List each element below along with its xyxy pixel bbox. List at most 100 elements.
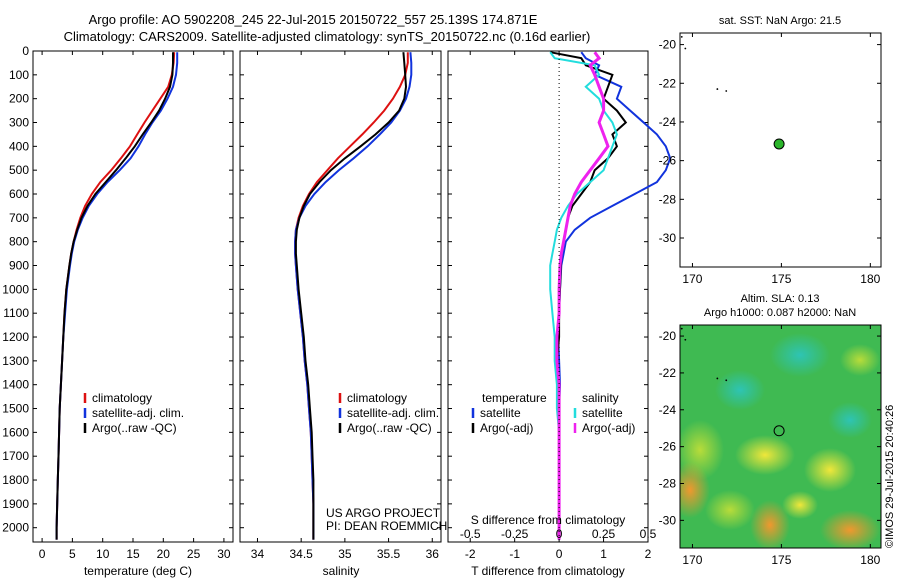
figure-title-line1: Argo profile: AO 5902208_245 22-Jul-2015… — [88, 12, 538, 27]
sla-map-title2: Argo h1000: 0.087 h2000: NaN — [704, 307, 856, 319]
depth-tick-label: 1300 — [2, 354, 29, 368]
depth-tick-label: 900 — [9, 259, 29, 273]
salinity-profile-chart: 34 34.5 35 35.5 36 climatologysatellite-adj. … — [240, 50, 441, 561]
island-speck — [680, 327, 683, 330]
x-tick-label: 34 — [251, 547, 265, 561]
s-tick-label: 0.5 — [640, 527, 657, 541]
imos-credit: ©IMOS 29-Jul-2015 20:40:26 — [884, 405, 896, 548]
map-x-tick-label: 170 — [682, 272, 702, 286]
x-tick-label: 35.5 — [377, 547, 401, 561]
x-tick-label: 10 — [96, 547, 110, 561]
map-y-tick-label: -26 — [659, 154, 677, 168]
s-difference-label: S difference from climatology — [471, 513, 626, 527]
float-position-marker — [773, 425, 785, 437]
temperature-xlabel: temperature (deg C) — [84, 564, 192, 578]
legend-label: satellite-adj. clim. — [347, 406, 439, 420]
depth-tick-label: 200 — [9, 92, 29, 106]
map-x-tick-label: 180 — [860, 272, 880, 286]
temperature-profile-chart: 0100200300400500600700800900100011001200… — [2, 44, 233, 561]
depth-tick-label: 2000 — [2, 521, 29, 535]
map-y-tick-label: -20 — [659, 329, 677, 343]
salinity-panel-frame — [239, 50, 442, 543]
x-tick-label: 0 — [39, 547, 46, 561]
island-speck — [725, 90, 728, 92]
legend-label: satellite-adj. clim. — [92, 406, 184, 420]
legend-label: Argo(..raw -QC) — [347, 421, 432, 435]
legend-label: climatology — [347, 391, 407, 405]
difference-panel-frame — [447, 50, 649, 543]
island-speck — [684, 338, 687, 341]
series-line-argo-raw-qc- — [55, 52, 174, 540]
legend-label: Argo(..raw -QC) — [92, 421, 177, 435]
figure-title-line2: Climatology: CARS2009. Satellite-adjuste… — [63, 29, 591, 44]
sla-map-frame — [679, 324, 882, 549]
x-tick-label: -1 — [509, 547, 520, 561]
s-tick-label: 0 — [556, 527, 563, 541]
sla-heatmap — [680, 325, 881, 548]
map-y-tick-label: -22 — [659, 76, 677, 90]
island-speck — [716, 88, 719, 90]
map-y-tick-label: -30 — [659, 513, 677, 527]
s-tick-label: -0.5 — [460, 527, 481, 541]
pi-label: PI: DEAN ROEMMICH — [326, 519, 447, 533]
depth-tick-label: 1000 — [2, 282, 29, 296]
legend-label: climatology — [92, 391, 152, 405]
depth-tick-label: 1200 — [2, 330, 29, 344]
depth-tick-label: 1100 — [3, 306, 29, 320]
map-y-tick-label: -28 — [659, 192, 677, 206]
legend-label: Argo(-adj) — [480, 421, 533, 435]
depth-tick-label: 1400 — [2, 378, 29, 392]
x-tick-label: 0 — [556, 547, 563, 561]
float-position-marker — [773, 138, 785, 150]
map-y-tick-label: -22 — [659, 366, 677, 380]
depth-tick-label: 0 — [22, 44, 29, 58]
map-x-tick-label: 175 — [771, 553, 791, 567]
depth-tick-label: 500 — [9, 163, 29, 177]
x-tick-label: 30 — [217, 547, 231, 561]
sst-map-title: sat. SST: NaN Argo: 21.5 — [719, 15, 841, 27]
map-y-tick-label: -30 — [659, 231, 677, 245]
salinity-xlabel: salinity — [323, 564, 360, 578]
x-tick-label: 36 — [426, 547, 440, 561]
map-y-tick-label: -24 — [659, 115, 677, 129]
map-y-tick-label: -24 — [659, 403, 677, 417]
map-y-tick-label: -28 — [659, 476, 677, 490]
map-x-tick-label: 175 — [771, 272, 791, 286]
depth-tick-label: 1800 — [2, 473, 29, 487]
map-y-tick-label: -20 — [659, 38, 677, 52]
depth-tick-label: 100 — [9, 68, 29, 82]
sst-map-chart: 170 175 180 -20 -22 -24 -26 -28 -30 — [659, 33, 881, 286]
x-tick-label: 2 — [645, 547, 652, 561]
depth-tick-label: 300 — [9, 116, 29, 130]
difference-xlabel: T difference from climatology — [471, 564, 625, 578]
map-x-tick-label: 170 — [682, 553, 702, 567]
x-tick-label: 15 — [126, 547, 140, 561]
legend-label: satellite — [582, 406, 623, 420]
map-y-tick-label: -26 — [659, 440, 677, 454]
depth-tick-label: 400 — [9, 139, 29, 153]
series-line-satellite-adj-clim- — [55, 52, 179, 540]
series-line-salinity-argo-adj- — [555, 51, 610, 540]
x-tick-label: 20 — [157, 547, 171, 561]
x-tick-label: 5 — [69, 547, 76, 561]
x-tick-label: 34.5 — [289, 547, 313, 561]
depth-tick-label: 1600 — [2, 425, 29, 439]
temperature-panel-frame — [32, 50, 234, 543]
island-speck — [680, 35, 683, 38]
legend-sal-title: salinity — [582, 391, 619, 405]
x-tick-label: -2 — [465, 547, 476, 561]
sst-map-frame — [679, 32, 882, 268]
s-tick-label: -0.25 — [501, 527, 529, 541]
map-x-tick-label: 180 — [860, 553, 880, 567]
sla-map-title1: Altim. SLA: 0.13 — [741, 293, 820, 305]
difference-profile-chart: -2 -1 0 1 2 -0.5 -0.25 0 0.25 0.5 temperature salin… — [448, 50, 672, 561]
depth-tick-label: 1700 — [2, 449, 29, 463]
sla-map-chart: 170 175 180 -20 -22 -24 -26 -28 -30 — [659, 325, 881, 567]
depth-tick-label: 1900 — [2, 497, 29, 511]
s-tick-label: 0.25 — [592, 527, 616, 541]
depth-tick-label: 700 — [9, 211, 29, 225]
legend-label: satellite — [480, 406, 521, 420]
depth-tick-label: 800 — [9, 235, 29, 249]
project-label: US ARGO PROJECT — [326, 506, 441, 520]
